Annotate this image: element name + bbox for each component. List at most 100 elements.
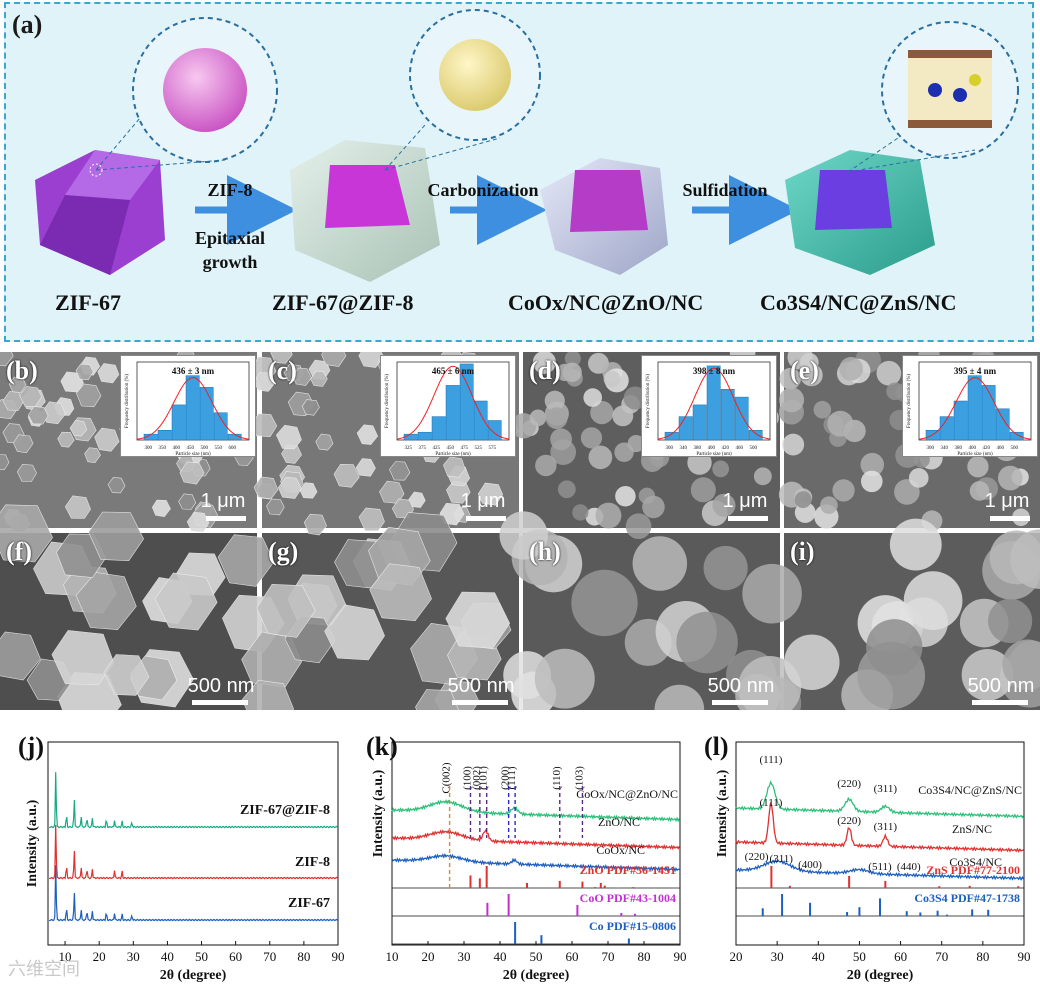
tick-label-j: 50 <box>195 949 208 964</box>
stage-label-zif67: ZIF-67 <box>55 290 121 315</box>
stage-label-coox: CoOx/NC@ZnO/NC <box>508 290 704 315</box>
sem-particle <box>997 465 1023 491</box>
peak-label-l: (311) <box>874 783 898 795</box>
sem-particle <box>355 458 376 477</box>
histogram-bar <box>664 431 679 441</box>
tick-label-k: 30 <box>458 949 471 964</box>
sem-particle <box>13 434 34 454</box>
peak-label-l: (220) <box>837 778 861 790</box>
tick-label-j: 30 <box>127 949 140 964</box>
histogram-bar <box>720 389 735 441</box>
scale-text-f: 500 nm <box>187 675 255 697</box>
tick-label-l: 40 <box>812 949 825 964</box>
histogram-bar <box>403 433 418 441</box>
sem-particle <box>535 454 557 477</box>
sem-particle <box>179 461 205 485</box>
sem-particles-6 <box>499 511 802 710</box>
inset-tick-label: 460 <box>735 446 743 451</box>
histogram-bar <box>171 404 186 441</box>
sem-label-d: (d) <box>529 356 561 385</box>
sem-particle <box>839 356 863 381</box>
sem-particle <box>832 479 855 502</box>
sem-particle <box>241 679 294 710</box>
step-3-top: Sulfidation <box>682 180 768 200</box>
sem-particle <box>860 470 883 493</box>
sem-particle <box>321 352 347 367</box>
sem-label-i: (i) <box>790 537 815 566</box>
sem-particle <box>356 424 379 445</box>
histogram-bar <box>487 420 502 441</box>
peak-label-l: (511) <box>868 861 892 873</box>
peak-label-l: (400) <box>798 859 822 871</box>
sem-particle <box>333 463 360 488</box>
sem-particle <box>389 461 411 481</box>
sem-particle <box>571 569 638 637</box>
sem-particle <box>886 382 904 401</box>
step-1-bottom-1: Epitaxial <box>194 228 265 248</box>
sem-particle <box>676 611 738 674</box>
sem-particle <box>253 476 279 500</box>
sem-particle <box>866 619 923 676</box>
series-k-2 <box>391 852 680 873</box>
inset-tick-label: 420 <box>982 446 990 451</box>
sem-particle <box>151 499 171 518</box>
sem-particle <box>529 409 547 427</box>
sem-particle <box>967 456 989 478</box>
sem-particle <box>369 563 432 622</box>
sem-particle <box>612 405 634 427</box>
sem-particle <box>987 598 1033 644</box>
sem-particle <box>57 431 75 448</box>
inset-xlabel: Particle size (nm) <box>957 452 993 457</box>
histogram-bar <box>967 375 982 441</box>
sem-particles-7 <box>784 518 1040 710</box>
peak-label-k: (111) <box>506 766 518 789</box>
sem-particle <box>75 572 137 631</box>
sem-particle <box>908 468 929 488</box>
sem-particle <box>266 498 285 516</box>
scale-bar-i <box>972 700 1028 705</box>
series-k-0 <box>391 799 680 823</box>
peak-label-l: (111) <box>759 754 782 766</box>
sem-particle <box>690 477 716 503</box>
inset-histogram-d: 300 340 380 400 420 460 500 Particle size (nm) F… <box>641 355 777 457</box>
sem-particle <box>625 513 652 540</box>
sem-particle <box>256 583 316 638</box>
histogram-bar <box>199 387 214 441</box>
sem-particle <box>627 435 645 453</box>
xlabel-k: 2θ (degree) <box>503 968 570 983</box>
co3s4-crystal <box>785 150 935 275</box>
sem-particle <box>310 370 328 387</box>
histogram-bar <box>995 408 1010 441</box>
sem-particle <box>51 630 115 686</box>
sem-particle <box>876 360 902 386</box>
inset-tick-label: 380 <box>693 446 701 451</box>
tick-label-j: 70 <box>263 949 276 964</box>
inset-tick-label: 475 <box>460 446 468 451</box>
sem-particle <box>572 504 589 521</box>
histogram-bar <box>734 396 749 441</box>
inset-ylabel: Frequency distribution (%) <box>646 374 651 428</box>
step-1-top: ZIF-8 <box>207 180 253 200</box>
tick-label-j: 40 <box>161 949 174 964</box>
histogram-bar <box>157 430 172 441</box>
sem-particle <box>779 387 805 413</box>
peak-label-k: (002) <box>471 766 483 790</box>
sem-particle <box>299 482 318 499</box>
sem-particle <box>0 631 41 681</box>
inset-xlabel: Particle size (nm) <box>696 452 732 457</box>
tick-label-k: 10 <box>386 949 399 964</box>
sem-particle <box>779 367 801 390</box>
scale-bar-g <box>452 700 508 705</box>
inset-tick-label: 340 <box>940 446 948 451</box>
series-l-0 <box>735 780 1025 819</box>
inset-tick-label: 575 <box>488 446 496 451</box>
tick-label-j: 80 <box>297 949 310 964</box>
sem-particle <box>588 445 613 470</box>
inset-tick-label: 400 <box>707 446 715 451</box>
sem-particle <box>8 376 27 393</box>
sem-particle <box>903 571 963 630</box>
ref-label-k-1: CoO PDF#43-1004 <box>580 891 676 905</box>
peak-label-k: (200) <box>500 766 512 790</box>
inset-tick-label: 325 <box>404 446 412 451</box>
sem-particle <box>415 689 459 710</box>
